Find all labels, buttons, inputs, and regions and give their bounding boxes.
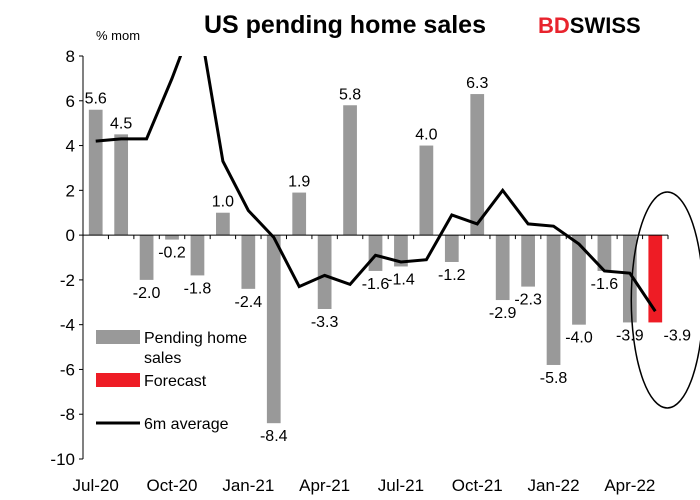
pending-sales-bar — [317, 235, 332, 309]
pending-sales-bar — [597, 235, 612, 271]
data-label: 1.0 — [212, 194, 234, 211]
pending-sales-bar — [114, 134, 129, 236]
data-label: -3.9 — [663, 327, 691, 344]
data-label: -5.8 — [540, 370, 568, 387]
data-label: -0.2 — [158, 245, 186, 262]
data-label: -2.4 — [235, 294, 263, 311]
y-tick-label: -10 — [50, 450, 75, 469]
logo-part-bd: BD — [538, 13, 570, 38]
y-tick-label: -2 — [60, 271, 75, 290]
y-tick-label: 0 — [66, 226, 75, 245]
pending-sales-bar — [216, 212, 230, 236]
legend-swatch — [96, 330, 140, 344]
pending-sales-bar — [444, 235, 459, 262]
legend-swatch — [96, 373, 140, 387]
six-month-average-line — [95, 56, 657, 313]
y-tick-label: -4 — [60, 316, 75, 335]
data-label: -3.9 — [616, 327, 644, 344]
legend-label: Pending home — [144, 330, 247, 347]
data-label: -1.4 — [387, 271, 415, 288]
pending-sales-bar — [546, 235, 561, 365]
x-tick-label: Oct-21 — [452, 476, 503, 495]
y-tick-label: 2 — [66, 181, 75, 200]
x-tick-label: Jan-21 — [222, 476, 274, 495]
logo-part-swiss: SWISS — [570, 13, 641, 38]
y-axis-unit: % mom — [96, 28, 140, 43]
data-label: -2.3 — [514, 292, 542, 309]
pending-sales-bar — [266, 235, 281, 424]
y-tick-label: 6 — [66, 92, 75, 111]
pending-sales-bar — [521, 235, 535, 287]
y-tick-label: -8 — [60, 405, 75, 424]
x-tick-label: Oct-20 — [147, 476, 198, 495]
forecast-bar — [648, 235, 663, 323]
data-label: -4.0 — [565, 330, 593, 347]
pending-sales-bar — [470, 94, 485, 236]
pending-sales-bar — [292, 192, 307, 236]
pending-sales-bar — [343, 105, 357, 236]
data-label: 6.3 — [466, 75, 488, 92]
chart-title: US pending home sales — [204, 11, 486, 39]
x-tick-label: Jul-20 — [73, 476, 119, 495]
data-label: -3.3 — [311, 314, 339, 331]
data-label: 1.9 — [288, 174, 310, 191]
x-tick-label: Jan-22 — [528, 476, 580, 495]
data-label: -2.9 — [489, 305, 517, 322]
data-label: -1.6 — [591, 276, 619, 293]
data-label: 5.6 — [85, 91, 107, 108]
y-tick-label: -6 — [60, 360, 75, 379]
x-tick-label: Jul-21 — [378, 476, 424, 495]
pending-sales-bar — [88, 109, 103, 236]
svg-text:BDSWISS: BDSWISS — [538, 13, 641, 38]
data-label: 4.5 — [110, 115, 132, 132]
y-tick-label: 4 — [66, 137, 75, 156]
pending-sales-bar — [622, 235, 637, 323]
pending-sales-bar — [190, 235, 205, 276]
legend-label: 6m average — [144, 416, 229, 433]
forecast-highlight-ellipse — [630, 191, 700, 409]
data-label: 4.0 — [415, 127, 437, 144]
pending-sales-bar — [139, 235, 154, 280]
data-label: -2.0 — [133, 285, 161, 302]
x-tick-label: Apr-22 — [604, 476, 655, 495]
pending-sales-bar — [572, 235, 586, 325]
legend-label-line2: sales — [144, 350, 181, 367]
brand-logo: BDSWISS — [538, 13, 641, 38]
legend-label: Forecast — [144, 373, 207, 390]
pending-sales-bar — [419, 145, 434, 236]
pending-sales-bar — [165, 235, 179, 240]
data-label: -1.2 — [438, 267, 466, 284]
x-tick-label: Apr-21 — [299, 476, 350, 495]
data-label: -1.6 — [362, 276, 390, 293]
pending-sales-bar — [495, 235, 510, 301]
data-label: -8.4 — [260, 428, 288, 445]
pending-sales-bar — [241, 235, 256, 289]
data-label: -1.8 — [184, 280, 212, 297]
data-label: 5.8 — [339, 86, 361, 103]
pending-sales-bar — [368, 235, 383, 271]
y-tick-label: 8 — [66, 47, 75, 66]
pending-sales-bar — [394, 235, 408, 267]
